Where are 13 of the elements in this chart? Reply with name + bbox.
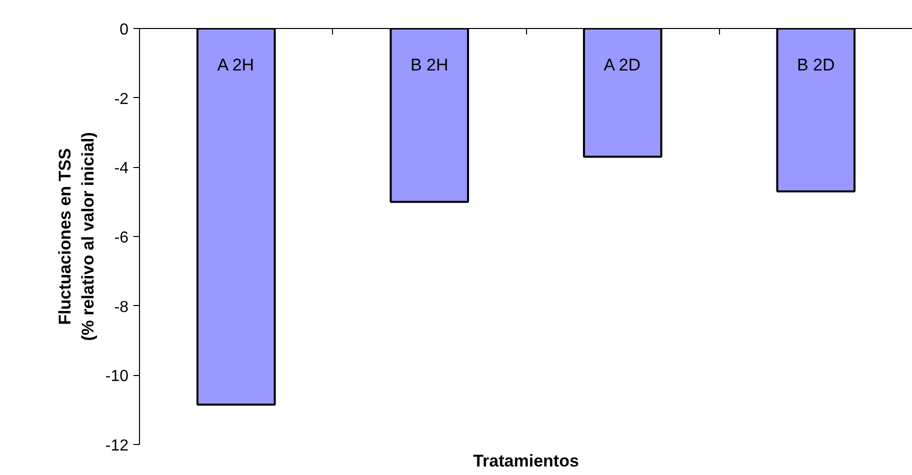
y-axis-title: Fluctuaciones en TSS (% relativo al valor inicial)	[56, 132, 98, 341]
y-tick-label: -2	[114, 90, 129, 108]
x-tick-label: B 2D	[796, 56, 835, 74]
y-tick-label: -10	[105, 368, 129, 386]
x-tick-label: A 2H	[217, 56, 254, 74]
y-tick-label: 0	[120, 22, 129, 38]
y-tick-label: -12	[105, 438, 129, 454]
y-tick-label: -8	[114, 298, 129, 316]
y-tick-label: -6	[114, 230, 129, 246]
y-tick-label: -4	[114, 160, 129, 178]
x-tick-label: A 2D	[604, 56, 641, 74]
x-tick-label: B 2H	[410, 56, 448, 74]
x-axis-title: Tratamientos	[473, 452, 579, 470]
